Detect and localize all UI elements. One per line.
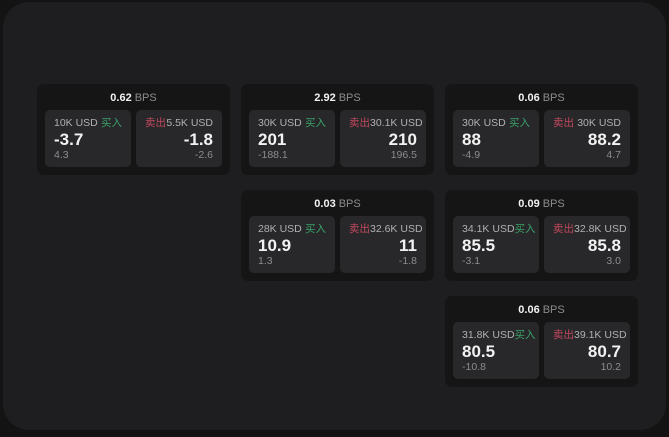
sell-tag: 卖出 <box>349 117 370 129</box>
sell-tag: 卖出 <box>553 329 574 341</box>
buy-tile[interactable]: 34.1K USD 买入 85.5 -3.1 <box>453 216 539 273</box>
sell-amount: 32.8K USD <box>574 223 627 235</box>
buy-price: 80.5 <box>462 341 496 361</box>
buy-delta: -3.1 <box>462 255 481 267</box>
buy-price: 85.5 <box>462 235 496 255</box>
quote-tiles: 10K USD 买入 -3.7 4.3 卖出 5.5K USD -1.8 -2.… <box>45 110 222 167</box>
quote-card-6: 0.06 BPS 31.8K USD 买入 80.5 -10.8 卖出 39.1K… <box>445 296 638 387</box>
sell-tag: 卖出 <box>553 223 574 235</box>
buy-delta: 1.3 <box>258 255 273 267</box>
buy-tag: 买入 <box>101 117 122 129</box>
sell-tile[interactable]: 卖出 39.1K USD 80.7 10.2 <box>544 322 630 379</box>
buy-amount: 30K USD <box>462 117 506 129</box>
buy-price: 10.9 <box>258 235 292 255</box>
buy-price: 201 <box>258 129 287 149</box>
bps-value: 0.06 <box>518 304 540 316</box>
buy-tile[interactable]: 28K USD 买入 10.9 1.3 <box>249 216 335 273</box>
buy-delta: 4.3 <box>54 149 69 161</box>
buy-tile[interactable]: 31.8K USD 买入 80.5 -10.8 <box>453 322 539 379</box>
sell-price: 88.2 <box>587 129 621 149</box>
bps-unit-label: BPS <box>338 198 361 210</box>
bps-header: 2.92 BPS <box>249 89 426 110</box>
sell-tile[interactable]: 卖出 5.5K USD -1.8 -2.6 <box>136 110 222 167</box>
buy-amount: 30K USD <box>258 117 302 129</box>
bps-header: 0.03 BPS <box>249 195 426 216</box>
sell-amount: 39.1K USD <box>574 329 627 341</box>
bps-header: 0.06 BPS <box>453 301 630 322</box>
sell-tag: 卖出 <box>145 117 166 129</box>
sell-price: -1.8 <box>183 129 213 149</box>
bps-value: 2.92 <box>314 92 336 104</box>
quote-tiles: 31.8K USD 买入 80.5 -10.8 卖出 39.1K USD 80.… <box>453 322 630 379</box>
buy-price: -3.7 <box>54 129 84 149</box>
buy-amount: 10K USD <box>54 117 98 129</box>
quote-card-5: 0.09 BPS 34.1K USD 买入 85.5 -3.1 卖出 32.8K … <box>445 190 638 281</box>
sell-delta: 196.5 <box>390 149 417 161</box>
bps-unit-label: BPS <box>338 92 361 104</box>
buy-delta: -4.9 <box>462 149 481 161</box>
bps-header: 0.06 BPS <box>453 89 630 110</box>
bps-value: 0.03 <box>314 198 336 210</box>
buy-tile[interactable]: 10K USD 买入 -3.7 4.3 <box>45 110 131 167</box>
buy-tag: 买入 <box>514 329 536 341</box>
sell-tile[interactable]: 卖出 32.8K USD 85.8 3.0 <box>544 216 630 273</box>
buy-tag: 买入 <box>509 117 530 129</box>
sell-tile[interactable]: 卖出 30K USD 88.2 4.7 <box>544 110 630 167</box>
sell-delta: -2.6 <box>194 149 213 161</box>
quote-tiles: 30K USD 买入 88 -4.9 卖出 30K USD 88.2 4.7 <box>453 110 630 167</box>
buy-tag: 买入 <box>305 223 326 235</box>
sell-price: 11 <box>399 235 417 255</box>
bps-header: 0.62 BPS <box>45 89 222 110</box>
bps-unit-label: BPS <box>134 92 157 104</box>
sell-amount: 30K USD <box>577 117 621 129</box>
sell-tag: 卖出 <box>349 223 370 235</box>
bps-unit-label: BPS <box>542 198 565 210</box>
sell-price: 80.7 <box>587 341 621 361</box>
sell-delta: 10.2 <box>600 361 621 373</box>
quote-card-2: 2.92 BPS 30K USD 买入 201 -188.1 卖出 30.1K U… <box>241 84 434 175</box>
quote-card-1: 0.62 BPS 10K USD 买入 -3.7 4.3 卖出 5.5K USD … <box>37 84 230 175</box>
sell-amount: 5.5K USD <box>166 117 213 129</box>
bps-header: 0.09 BPS <box>453 195 630 216</box>
bps-value: 0.62 <box>110 92 132 104</box>
sell-delta: -1.8 <box>398 255 417 267</box>
sell-tile[interactable]: 卖出 30.1K USD 210 196.5 <box>340 110 426 167</box>
quote-tiles: 28K USD 买入 10.9 1.3 卖出 32.6K USD 11 -1.8 <box>249 216 426 273</box>
buy-price: 88 <box>462 129 481 149</box>
buy-tag: 买入 <box>514 223 536 235</box>
quote-tiles: 34.1K USD 买入 85.5 -3.1 卖出 32.8K USD 85.8… <box>453 216 630 273</box>
bps-unit-label: BPS <box>542 92 565 104</box>
bps-value: 0.09 <box>518 198 540 210</box>
sell-tag: 卖出 <box>553 117 574 129</box>
sell-amount: 32.6K USD <box>370 223 423 235</box>
buy-amount: 31.8K USD <box>462 329 515 341</box>
sell-tile[interactable]: 卖出 32.6K USD 11 -1.8 <box>340 216 426 273</box>
buy-delta: -10.8 <box>462 361 486 373</box>
quote-card-4: 0.03 BPS 28K USD 买入 10.9 1.3 卖出 32.6K USD… <box>241 190 434 281</box>
sell-price: 85.8 <box>587 235 621 255</box>
quote-cards-grid: 0.62 BPS 10K USD 买入 -3.7 4.3 卖出 5.5K USD … <box>37 84 638 387</box>
bps-value: 0.06 <box>518 92 540 104</box>
buy-amount: 28K USD <box>258 223 302 235</box>
buy-tile[interactable]: 30K USD 买入 201 -188.1 <box>249 110 335 167</box>
sell-price: 210 <box>388 129 417 149</box>
sell-delta: 3.0 <box>606 255 621 267</box>
quote-tiles: 30K USD 买入 201 -188.1 卖出 30.1K USD 210 1… <box>249 110 426 167</box>
sell-amount: 30.1K USD <box>370 117 423 129</box>
bps-unit-label: BPS <box>542 304 565 316</box>
buy-tag: 买入 <box>305 117 326 129</box>
quote-card-3: 0.06 BPS 30K USD 买入 88 -4.9 卖出 30K USD 88… <box>445 84 638 175</box>
buy-amount: 34.1K USD <box>462 223 515 235</box>
buy-delta: -188.1 <box>258 149 288 161</box>
buy-tile[interactable]: 30K USD 买入 88 -4.9 <box>453 110 539 167</box>
sell-delta: 4.7 <box>606 149 621 161</box>
